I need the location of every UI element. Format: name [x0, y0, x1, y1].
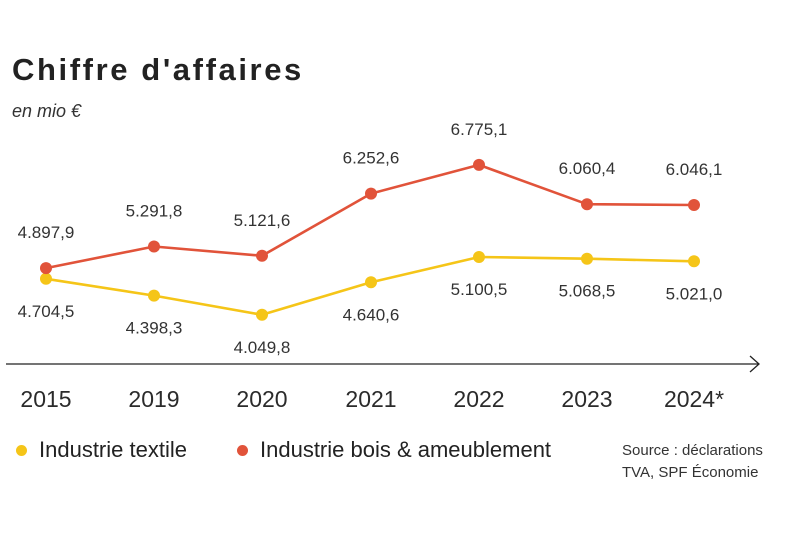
data-label: 6.775,1	[451, 120, 508, 139]
x-tick-label: 2022	[453, 386, 504, 412]
data-point	[581, 252, 593, 265]
source-line-2: TVA, SPF Économie	[622, 464, 759, 481]
x-axis-arrow	[749, 355, 760, 373]
legend-marker-textile	[16, 444, 27, 456]
data-label: 6.060,4	[559, 159, 616, 178]
chart-subtitle: en mio €	[12, 101, 82, 121]
x-tick-label: 2023	[561, 386, 612, 412]
data-point	[148, 240, 160, 253]
legend-label-bois: Industrie bois & ameublement	[260, 437, 552, 462]
x-tick-label: 2019	[128, 386, 179, 412]
data-point	[688, 199, 700, 211]
data-label: 5.291,8	[126, 202, 183, 221]
source-note: Source : déclarations TVA, SPF Économie	[622, 440, 787, 484]
data-label: 5.100,5	[451, 280, 508, 299]
data-point	[256, 308, 268, 321]
data-label: 4.049,8	[234, 338, 291, 357]
data-point	[256, 249, 268, 262]
data-point	[40, 262, 52, 275]
source-line-1: Source : déclarations	[622, 442, 763, 459]
data-label: 5.121,6	[234, 211, 291, 230]
data-label: 4.398,3	[126, 319, 183, 338]
data-label: 5.068,5	[559, 282, 616, 301]
data-point	[688, 255, 700, 268]
data-point	[365, 276, 377, 289]
data-point	[473, 158, 485, 171]
data-label: 4.640,6	[343, 305, 400, 324]
data-label: 4.704,5	[18, 302, 75, 321]
data-label: 6.046,1	[666, 160, 723, 179]
data-point	[365, 187, 377, 200]
x-tick-label: 2020	[236, 386, 287, 412]
data-point	[473, 251, 485, 263]
chart-title: Chiffre d'affaires	[12, 52, 304, 87]
legend-label-textile: Industrie textile	[39, 437, 187, 462]
data-point	[148, 289, 160, 302]
legend-item-textile: Industrie textile	[16, 437, 187, 463]
data-label: 6.252,6	[343, 149, 400, 168]
x-tick-label: 2021	[345, 386, 396, 412]
data-label: 4.897,9	[18, 223, 75, 242]
x-tick-label: 2024*	[664, 386, 724, 412]
x-tick-label: 2015	[20, 386, 71, 412]
legend-item-bois: Industrie bois & ameublement	[237, 437, 551, 463]
data-label: 5.021,0	[666, 284, 723, 303]
data-point	[40, 272, 52, 285]
data-point	[581, 198, 593, 211]
legend-marker-bois	[237, 444, 248, 456]
